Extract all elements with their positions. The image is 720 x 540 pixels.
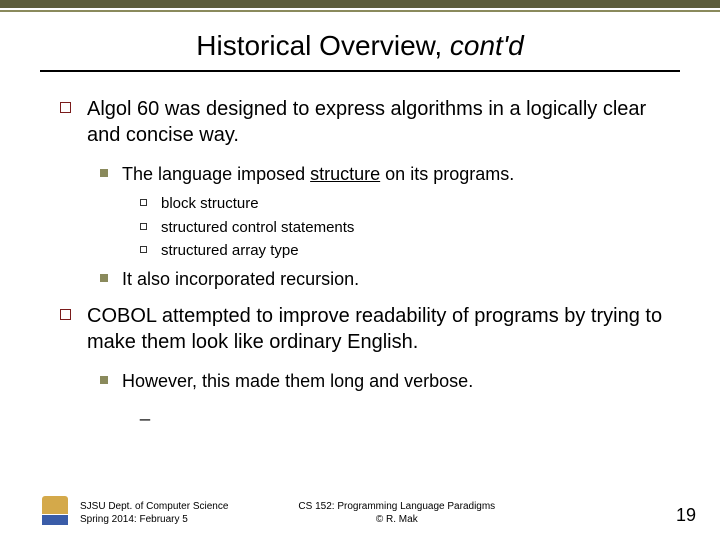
footer-left: SJSU Dept. of Computer Science Spring 20…	[80, 500, 228, 526]
list-item: block structure	[140, 194, 672, 214]
body-text: structured control statements	[161, 218, 354, 238]
bullet-open-square-icon	[60, 102, 71, 113]
list-item: structured array type	[140, 241, 672, 261]
bullet-filled-square-icon	[100, 274, 108, 282]
body-text: It also incorporated recursion.	[122, 267, 359, 291]
body-text: Algol 60 was designed to express algorit…	[87, 96, 672, 148]
body-text: However, this made them long and verbose…	[122, 369, 473, 393]
text-fragment: on its programs.	[380, 164, 514, 184]
footer-copyright: © R. Mak	[298, 513, 495, 526]
title-italic: cont'd	[450, 30, 524, 61]
list-item: The language imposed structure on its pr…	[100, 162, 672, 186]
footer-dept: SJSU Dept. of Computer Science	[80, 500, 228, 513]
slide-title: Historical Overview, cont'd	[0, 30, 720, 62]
body-text: COBOL attempted to improve readability o…	[87, 303, 672, 355]
title-text: Historical Overview,	[196, 30, 450, 61]
list-item: Algol 60 was designed to express algorit…	[60, 96, 672, 148]
dash-placeholder: _	[140, 401, 672, 422]
footer-date: Spring 2014: February 5	[80, 513, 228, 526]
bullet-filled-square-icon	[100, 169, 108, 177]
bullet-tiny-square-icon	[140, 223, 147, 230]
sjsu-logo-icon	[42, 496, 68, 526]
list-item: structured control statements	[140, 218, 672, 238]
slide-content: Algol 60 was designed to express algorit…	[0, 72, 720, 422]
body-text: block structure	[161, 194, 259, 214]
body-text: The language imposed structure on its pr…	[122, 162, 514, 186]
page-number: 19	[676, 505, 696, 526]
bullet-tiny-square-icon	[140, 246, 147, 253]
decor-bar-thick	[0, 0, 720, 8]
slide-footer: SJSU Dept. of Computer Science Spring 20…	[0, 496, 720, 526]
bullet-tiny-square-icon	[140, 199, 147, 206]
footer-center: CS 152: Programming Language Paradigms ©…	[298, 500, 495, 526]
list-item: COBOL attempted to improve readability o…	[60, 303, 672, 355]
footer-course: CS 152: Programming Language Paradigms	[298, 500, 495, 513]
text-underline: structure	[310, 164, 380, 184]
bullet-open-square-icon	[60, 309, 71, 320]
bullet-filled-square-icon	[100, 376, 108, 384]
list-item: However, this made them long and verbose…	[100, 369, 672, 393]
list-item: It also incorporated recursion.	[100, 267, 672, 291]
text-fragment: The language imposed	[122, 164, 310, 184]
decor-bar-thin	[0, 10, 720, 12]
body-text: structured array type	[161, 241, 299, 261]
